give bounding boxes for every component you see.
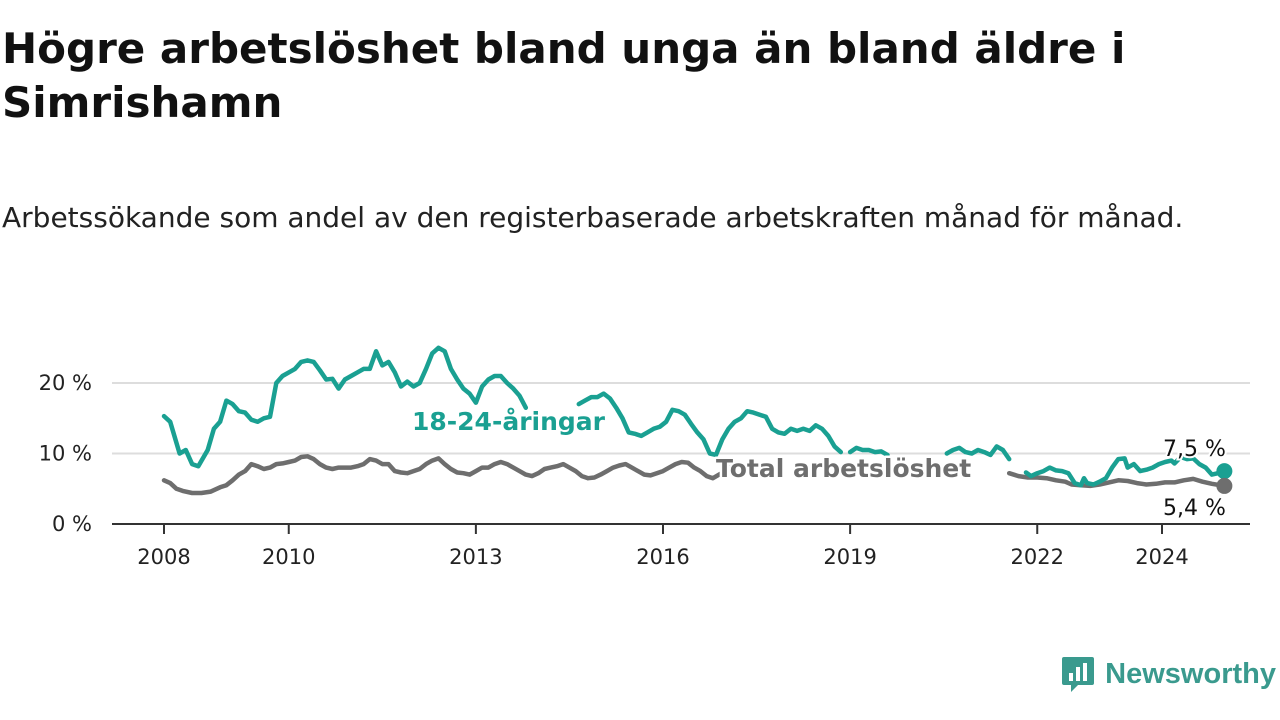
series-line-youth [1023,454,1227,488]
series-label-youth: 18-24-åringar [412,407,606,436]
series-line-youth [576,391,844,458]
series-line-youth [161,345,529,469]
end-label-youth: 7,5 % [1163,437,1226,462]
y-tick-label: 0 % [52,512,92,536]
series-line-total [1006,470,1227,489]
series-label-total: Total arbetslöshet [716,454,971,483]
x-tick-label: 2024 [1135,545,1188,569]
x-tick-label: 2016 [636,545,689,569]
y-tick-label: 20 % [39,371,92,395]
series-line-youth [944,444,1012,462]
y-tick-label: 10 % [39,442,92,466]
newsworthy-logo-icon [1062,657,1095,692]
labels: 18-24-åringar Total arbetslöshet 7,5 % 5… [410,405,1228,524]
series-line-youth [847,445,890,458]
series-line-total [161,454,734,496]
brand-name: Newsworthy [1105,657,1276,690]
end-point-total [1216,477,1233,494]
end-label-total: 5,4 % [1163,496,1226,521]
x-tick-label: 2013 [449,545,502,569]
x-tick-label: 2019 [823,545,876,569]
x-tick-label: 2008 [137,545,190,569]
end-point-youth [1216,463,1233,480]
newsworthy-logo[interactable]: Newsworthy [1061,654,1276,694]
x-axis: 2008 2010 2013 2016 2019 2022 2024 [112,523,1250,569]
chart-title: Högre arbetslöshet bland unga än bland ä… [2,24,1126,127]
gridlines: 0 % 10 % 20 % [39,371,1250,536]
chart-subtitle: Arbetssökande som andel av den registerb… [2,201,1184,234]
x-tick-label: 2022 [1011,545,1064,569]
x-tick-label: 2010 [262,545,315,569]
series-lines [161,345,1233,496]
